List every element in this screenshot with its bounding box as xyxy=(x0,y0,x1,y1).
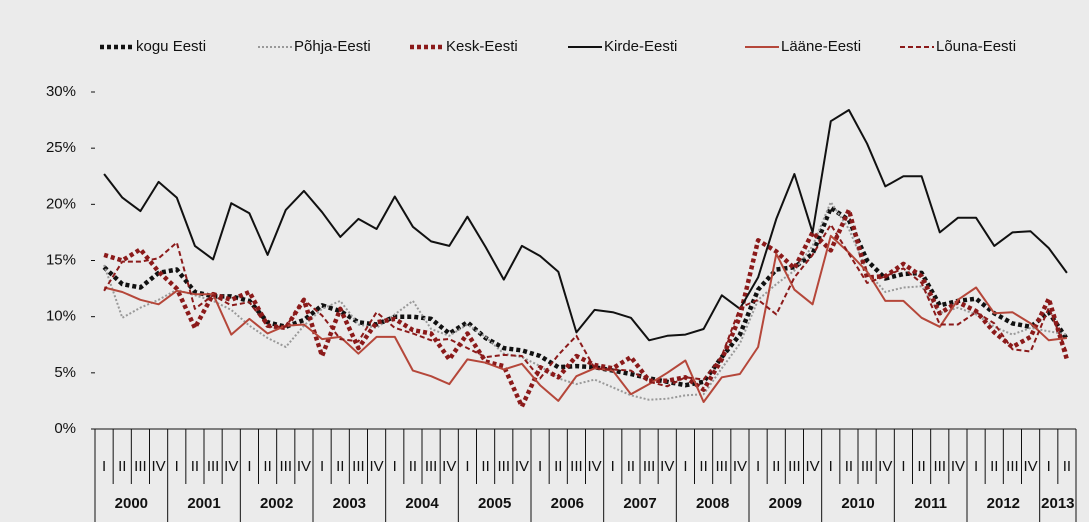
x-tick-label: II xyxy=(409,458,417,475)
x-tick-label: I xyxy=(974,458,978,475)
legend-label: kogu Eesti xyxy=(136,38,206,55)
year-label: 2004 xyxy=(405,495,439,512)
x-tick-label: II xyxy=(627,458,635,475)
x-tick-label: I xyxy=(1047,458,1051,475)
x-tick-label: IV xyxy=(297,458,311,475)
y-tick-label: 10% xyxy=(46,308,76,325)
x-tick-label: III xyxy=(207,458,220,475)
x-tick-label: III xyxy=(352,458,365,475)
year-label: 2007 xyxy=(623,495,656,512)
x-tick-label: III xyxy=(425,458,438,475)
x-tick-label: I xyxy=(102,458,106,475)
series-line xyxy=(103,207,1070,409)
year-label: 2011 xyxy=(914,495,947,512)
x-tick-label: III xyxy=(1006,458,1019,475)
x-tick-label: III xyxy=(933,458,946,475)
year-label: 2006 xyxy=(551,495,584,512)
year-label: 2002 xyxy=(260,495,293,512)
x-tick-label: I xyxy=(538,458,542,475)
x-tick-label: II xyxy=(118,458,126,475)
legend-label: Kesk-Eesti xyxy=(446,38,518,55)
x-tick-label: II xyxy=(699,458,707,475)
year-label: 2003 xyxy=(333,495,366,512)
x-tick-label: III xyxy=(279,458,292,475)
x-tick-label: III xyxy=(861,458,874,475)
x-tick-label: I xyxy=(175,458,179,475)
x-tick-label: II xyxy=(917,458,925,475)
x-tick-label: II xyxy=(191,458,199,475)
year-label: 2005 xyxy=(478,495,511,512)
year-label: 2010 xyxy=(841,495,874,512)
y-tick-label: 5% xyxy=(54,364,76,381)
year-label: 2012 xyxy=(987,495,1020,512)
x-tick-label: I xyxy=(611,458,615,475)
legend-label: Põhja-Eesti xyxy=(294,38,371,55)
y-tick-label: 0% xyxy=(54,420,76,437)
x-tick-label: I xyxy=(465,458,469,475)
x-tick-label: IV xyxy=(1023,458,1037,475)
x-tick-label: I xyxy=(320,458,324,475)
x-tick-label: III xyxy=(788,458,801,475)
x-tick-label: IV xyxy=(951,458,965,475)
x-tick-label: I xyxy=(393,458,397,475)
x-tick-label: IV xyxy=(515,458,529,475)
y-tick-label: 25% xyxy=(46,139,76,156)
x-tick-label: II xyxy=(845,458,853,475)
y-tick-label: 20% xyxy=(46,195,76,212)
x-tick-label: I xyxy=(247,458,251,475)
series-line xyxy=(103,201,1068,401)
x-tick-label: IV xyxy=(151,458,165,475)
x-tick-label: I xyxy=(756,458,760,475)
series-line xyxy=(103,223,1068,388)
x-tick-label: II xyxy=(336,458,344,475)
x-tick-label: II xyxy=(990,458,998,475)
x-tick-label: II xyxy=(772,458,780,475)
x-tick-label: III xyxy=(134,458,147,475)
x-tick-label: I xyxy=(683,458,687,475)
x-tick-label: IV xyxy=(369,458,383,475)
x-tick-label: IV xyxy=(587,458,601,475)
series-line xyxy=(103,109,1068,342)
year-label: 2001 xyxy=(187,495,220,512)
year-label: 2013 xyxy=(1041,495,1074,512)
x-tick-label: III xyxy=(497,458,510,475)
x-tick-label: I xyxy=(829,458,833,475)
y-tick-label: 30% xyxy=(46,83,76,100)
x-tick-label: II xyxy=(1063,458,1071,475)
x-tick-label: IV xyxy=(805,458,819,475)
x-tick-label: IV xyxy=(660,458,674,475)
x-tick-label: III xyxy=(643,458,656,475)
year-label: 2009 xyxy=(769,495,802,512)
series-line xyxy=(103,234,1068,403)
x-tick-label: II xyxy=(481,458,489,475)
y-tick-label: 15% xyxy=(46,251,76,268)
x-tick-label: III xyxy=(715,458,728,475)
x-tick-label: II xyxy=(554,458,562,475)
x-tick-label: III xyxy=(570,458,583,475)
legend-label: Lääne-Eesti xyxy=(781,38,861,55)
year-label: 2000 xyxy=(115,495,148,512)
x-tick-label: IV xyxy=(224,458,238,475)
x-tick-label: II xyxy=(263,458,271,475)
x-tick-label: I xyxy=(901,458,905,475)
legend-label: Lõuna-Eesti xyxy=(936,38,1016,55)
legend-label: Kirde-Eesti xyxy=(604,38,677,55)
x-tick-label: IV xyxy=(878,458,892,475)
x-tick-label: IV xyxy=(442,458,456,475)
x-tick-label: IV xyxy=(733,458,747,475)
year-label: 2008 xyxy=(696,495,729,512)
